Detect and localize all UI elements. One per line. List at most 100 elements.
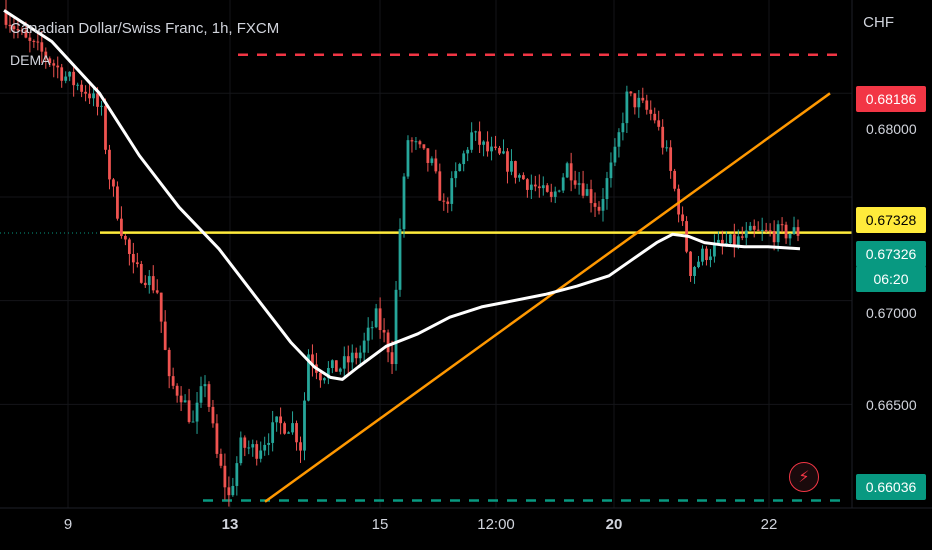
candle-body	[681, 214, 684, 222]
candle-body	[756, 229, 760, 231]
candle-body	[187, 400, 191, 422]
candle-body	[183, 400, 187, 403]
candle-body	[60, 67, 64, 81]
candle-body	[518, 175, 521, 178]
candle-body	[16, 29, 20, 31]
candle-body	[8, 24, 12, 27]
candle-body	[175, 385, 179, 396]
candle-body	[346, 356, 350, 363]
candle-body	[728, 234, 732, 244]
candle-body	[573, 180, 577, 185]
candle-body	[752, 225, 756, 230]
candle-body	[390, 352, 394, 365]
candle-body	[446, 201, 450, 204]
candle-body	[163, 321, 167, 350]
candle-body	[342, 356, 346, 369]
candle-body	[414, 141, 418, 143]
candle-body	[68, 71, 72, 77]
candle-body	[689, 251, 692, 276]
candle-body	[20, 30, 24, 32]
candle-body	[792, 227, 796, 234]
candle-body	[40, 42, 44, 52]
candle-body	[494, 146, 497, 148]
candle-body	[561, 177, 565, 191]
candle-body	[12, 26, 16, 30]
candle-body	[195, 402, 199, 422]
candle-body	[784, 224, 788, 239]
candle-body	[291, 423, 294, 433]
candle-body	[705, 248, 708, 261]
candle-body	[235, 463, 239, 486]
candle-body	[430, 158, 434, 163]
trendline	[264, 92, 831, 503]
candle-body	[724, 243, 728, 245]
candle-body	[131, 253, 135, 263]
candle-body	[458, 164, 462, 172]
candle-body	[732, 234, 736, 247]
candle-body	[772, 231, 776, 243]
candle-body	[697, 261, 700, 268]
candle-body	[589, 189, 593, 204]
candle-body	[283, 423, 286, 434]
candle-body	[490, 146, 493, 152]
candle-body	[311, 354, 314, 365]
candle-body	[143, 282, 147, 286]
candle-body	[386, 332, 390, 353]
candle-body	[569, 163, 573, 181]
chart-grid	[0, 0, 852, 509]
candle-body	[139, 264, 143, 283]
candle-body	[255, 444, 259, 459]
candle-body	[434, 158, 438, 172]
candle-body	[665, 147, 669, 149]
candle-body	[24, 30, 28, 38]
candle-body	[112, 179, 115, 187]
candle-body	[418, 141, 422, 145]
candle-body	[247, 447, 251, 449]
currency-label: CHF	[863, 14, 894, 31]
candle-body	[422, 144, 426, 149]
candle-body	[171, 376, 175, 386]
candle-body	[669, 147, 673, 171]
bar-countdown: 06:20	[856, 266, 926, 292]
candle-body	[267, 442, 271, 445]
candle-body	[410, 140, 414, 142]
candle-body	[322, 378, 326, 381]
candle-body	[474, 131, 478, 133]
candle-body	[796, 227, 800, 236]
candle-body	[641, 97, 645, 101]
candle-body	[362, 340, 366, 353]
candle-body	[581, 183, 585, 196]
candle-body	[4, 10, 8, 25]
dema-line	[3, 9, 801, 381]
candle-body	[334, 360, 338, 372]
price-tick: 0.66500	[866, 397, 917, 413]
candle-body	[239, 437, 243, 464]
candle-body	[645, 100, 649, 110]
candle-body	[398, 229, 402, 290]
candle-body	[203, 384, 207, 387]
candle-body	[613, 146, 617, 163]
candle-body	[498, 147, 501, 154]
candle-body	[358, 352, 362, 359]
candle-body	[271, 422, 275, 443]
candle-body	[740, 236, 744, 238]
candle-body	[557, 190, 561, 192]
candle-body	[350, 352, 354, 363]
candle-body	[378, 308, 382, 331]
candle-body	[510, 161, 513, 172]
candle-body	[760, 229, 764, 231]
candle-body	[585, 189, 589, 196]
candle-body	[28, 37, 32, 41]
candlestick-series	[4, 0, 800, 507]
candle-body	[450, 178, 454, 204]
candle-body	[713, 244, 716, 257]
yellow-level-price-tag: 0.67328	[856, 207, 926, 233]
candle-body	[649, 109, 653, 114]
candle-body	[470, 132, 474, 150]
lightning-bolt-icon[interactable]: ⚡	[789, 462, 819, 492]
candle-body	[521, 175, 525, 180]
candle-body	[637, 97, 641, 108]
indicator-label[interactable]: DEMA	[10, 52, 51, 68]
candle-body	[251, 444, 255, 448]
